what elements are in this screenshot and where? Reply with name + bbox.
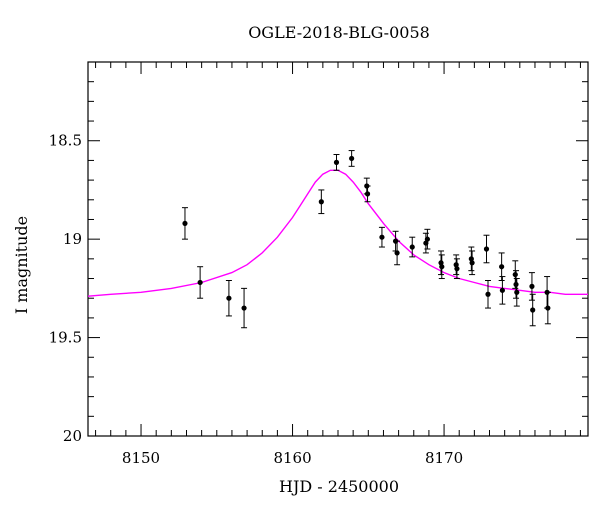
point-marker (485, 291, 491, 297)
point-marker (182, 220, 188, 227)
point-marker (545, 305, 551, 311)
data-point (483, 234, 490, 264)
data-point (468, 246, 475, 272)
tick-labels: 8150 8160 8170 18.5 19 19.5 20 (49, 132, 464, 467)
x-tick-label: 8150 (122, 449, 160, 467)
point-marker (241, 305, 247, 311)
y-axis-title: I magnitude (12, 216, 31, 314)
point-marker (453, 262, 459, 268)
x-axis-title: HJD - 2450000 (279, 477, 399, 496)
data-point (318, 189, 325, 215)
data-point (498, 252, 505, 281)
point-marker (530, 307, 536, 313)
data-point (485, 279, 491, 309)
point-marker (318, 199, 324, 205)
plot-frame (87, 61, 589, 437)
data-point (438, 254, 445, 280)
data-point (469, 250, 476, 276)
point-marker (364, 191, 371, 197)
x-tick-label: 8170 (425, 449, 463, 467)
point-marker (529, 283, 535, 289)
data-point (438, 250, 445, 276)
point-marker (379, 234, 385, 240)
point-marker (439, 264, 445, 270)
data-point (513, 278, 520, 307)
point-marker (424, 236, 430, 242)
data-point (378, 226, 385, 248)
point-marker (499, 287, 505, 293)
point-marker (349, 155, 355, 162)
data-points (181, 150, 551, 329)
data-point (181, 207, 188, 240)
data-point (394, 240, 401, 266)
point-marker (499, 264, 505, 270)
data-point (544, 291, 551, 325)
data-point (225, 279, 232, 317)
data-point (364, 185, 371, 203)
data-point (422, 232, 429, 254)
point-marker (468, 256, 474, 262)
axis-ticks (88, 61, 588, 437)
point-marker (409, 244, 415, 250)
point-marker (197, 279, 203, 286)
data-point (453, 254, 460, 276)
chart-title: OGLE-2018-BLG-0058 (248, 23, 430, 42)
point-marker (512, 271, 518, 278)
data-point (197, 266, 204, 299)
point-marker (454, 266, 460, 272)
point-marker (513, 281, 519, 288)
model-curve (87, 169, 588, 297)
y-tick-label: 19.5 (49, 329, 82, 347)
point-marker (226, 295, 232, 301)
y-tick-label: 20 (63, 427, 82, 445)
x-tick-label: 8160 (273, 449, 311, 467)
data-point (529, 293, 536, 327)
data-point (333, 154, 340, 171)
point-marker (469, 260, 475, 266)
data-point (499, 276, 506, 305)
point-marker (333, 159, 340, 165)
data-point (241, 287, 248, 329)
point-marker (514, 289, 520, 295)
data-point (409, 236, 416, 258)
point-marker (483, 246, 490, 252)
data-point (528, 272, 535, 301)
point-marker (438, 260, 444, 266)
data-point (424, 228, 431, 250)
y-tick-label: 18.5 (49, 132, 82, 150)
data-point (453, 258, 460, 280)
point-marker (394, 250, 400, 256)
data-point (348, 150, 355, 167)
y-tick-label: 19 (63, 230, 82, 248)
